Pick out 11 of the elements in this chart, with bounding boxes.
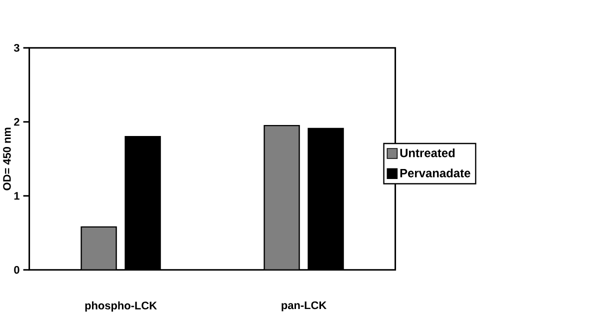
legend-label: Pervanadate	[400, 168, 470, 178]
x-tick-label: pan-LCK	[282, 301, 327, 312]
y-axis-title: OD= 450 nm	[3, 128, 11, 190]
y-tick-label: 3	[14, 44, 20, 52]
legend-label: Untreated	[400, 148, 455, 158]
bar	[264, 124, 300, 270]
x-tick-label: phospho-LCK	[85, 301, 157, 312]
y-tick-label: 2	[14, 118, 20, 126]
bar	[80, 226, 117, 270]
y-tick-label: 0	[14, 266, 20, 274]
y-tick-label: 1	[14, 192, 20, 200]
